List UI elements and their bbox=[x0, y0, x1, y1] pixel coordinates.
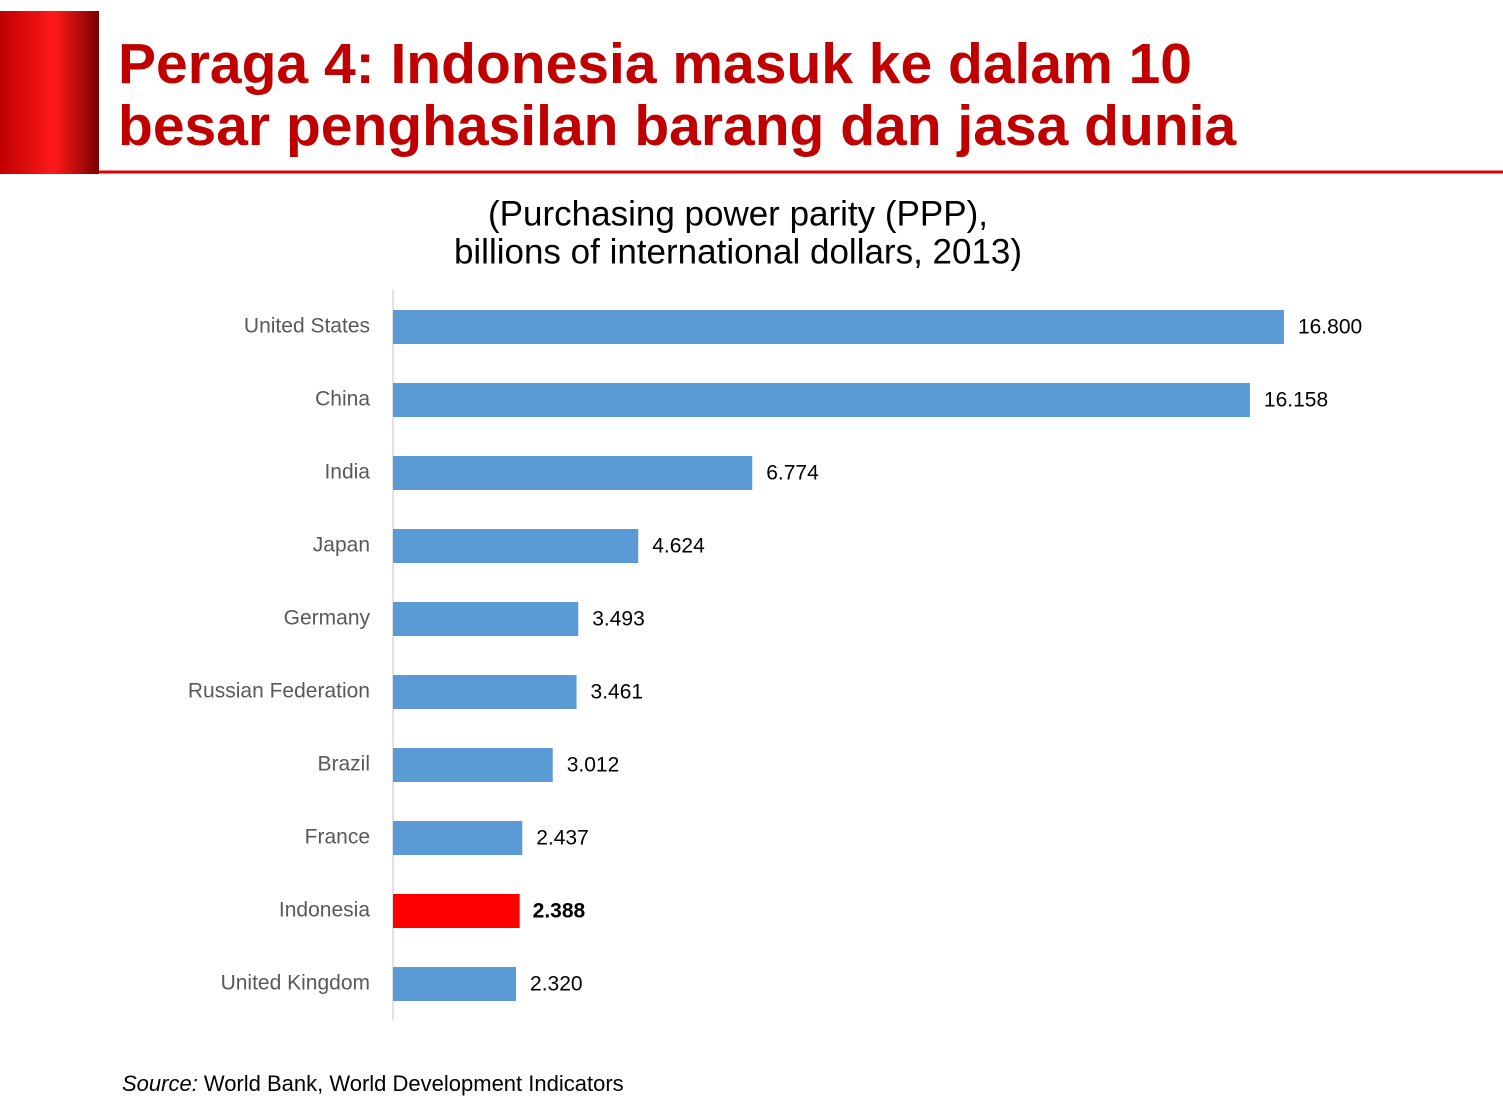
chart-title: Peraga 4: Indonesia masuk ke dalam 10 bbox=[118, 32, 1192, 96]
category-label: India bbox=[324, 461, 370, 484]
bar bbox=[393, 456, 753, 490]
value-label: 3.461 bbox=[591, 681, 644, 704]
category-label: Brazil bbox=[317, 753, 370, 776]
source-text: World Bank, World Development Indicators bbox=[204, 1071, 624, 1096]
bar bbox=[393, 529, 639, 563]
value-label: 3.012 bbox=[567, 754, 620, 777]
bar bbox=[393, 894, 520, 928]
bar bbox=[393, 383, 1250, 417]
bar bbox=[393, 967, 517, 1001]
bar bbox=[393, 310, 1284, 344]
category-label: France bbox=[305, 826, 370, 849]
category-label: United Kingdom bbox=[221, 972, 370, 995]
category-label: Germany bbox=[284, 607, 371, 630]
source-note: Source: World Bank, World Development Ind… bbox=[122, 1071, 624, 1096]
value-label: 16.800 bbox=[1298, 316, 1362, 339]
category-label: China bbox=[315, 388, 370, 411]
category-label: Japan bbox=[313, 534, 370, 557]
title-accent bbox=[0, 11, 99, 174]
category-label: Indonesia bbox=[279, 899, 370, 922]
source-label: Source: bbox=[122, 1071, 198, 1096]
bar bbox=[393, 748, 553, 782]
category-label: Russian Federation bbox=[188, 680, 370, 703]
bar bbox=[393, 675, 577, 709]
chart-subtitle: (Purchasing power parity (PPP), bbox=[488, 194, 988, 233]
chart-title: besar penghasilan barang dan jasa dunia bbox=[118, 94, 1237, 158]
chart-subtitle: billions of international dollars, 2013) bbox=[454, 232, 1022, 271]
bar bbox=[393, 821, 523, 855]
value-label: 4.624 bbox=[652, 535, 705, 558]
value-label: 6.774 bbox=[766, 462, 819, 485]
value-label: 2.320 bbox=[530, 973, 583, 996]
value-label: 2.437 bbox=[536, 827, 589, 850]
value-label: 2.388 bbox=[533, 900, 586, 923]
value-label: 3.493 bbox=[592, 608, 645, 631]
value-label: 16.158 bbox=[1264, 389, 1328, 412]
bar bbox=[393, 602, 579, 636]
category-label: United States bbox=[244, 315, 370, 338]
